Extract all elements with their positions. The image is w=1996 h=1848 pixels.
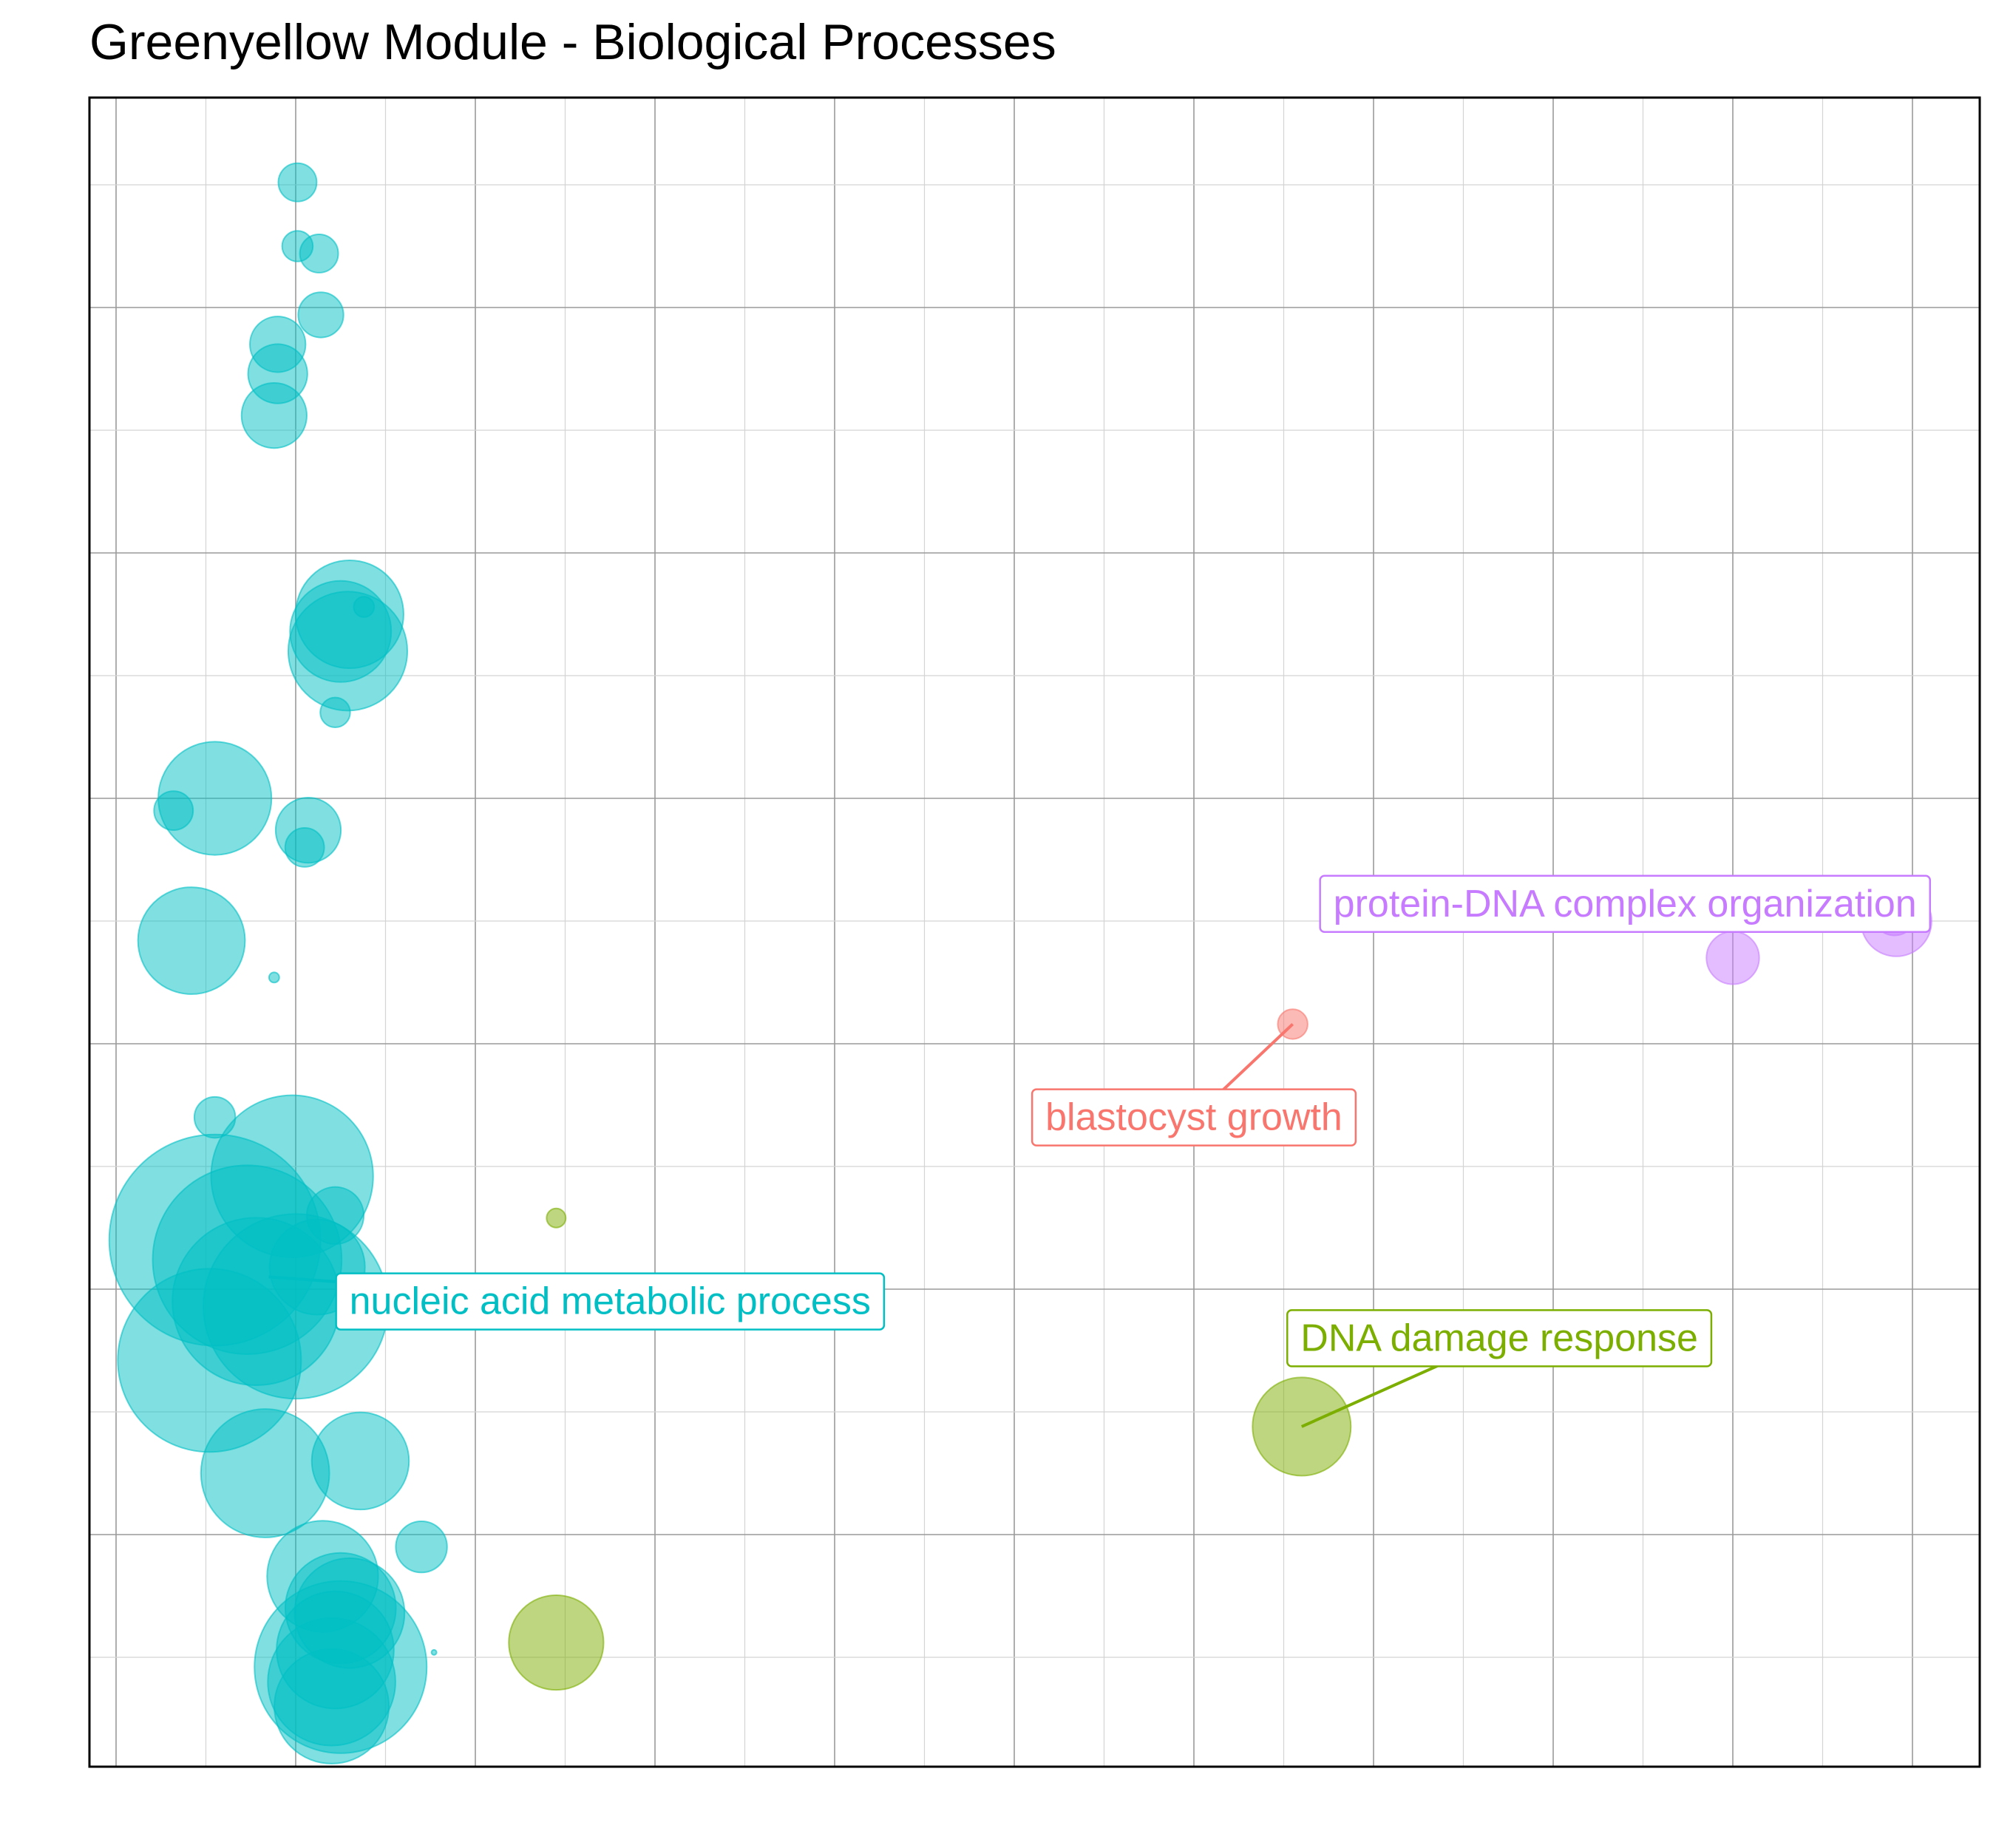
chart-title: Greenyellow Module - Biological Processe…	[89, 14, 1056, 70]
green-bubble-point	[508, 1594, 605, 1691]
cyan-bubble-point	[153, 790, 194, 831]
cyan-bubble-point	[200, 1408, 330, 1538]
green-bubble-point	[1252, 1376, 1352, 1477]
cyan-bubble-point	[137, 886, 246, 995]
cyan-bubble-point	[293, 1557, 406, 1669]
annotation-label-box	[335, 1272, 886, 1331]
annotation-cyan: nucleic acid metabolic process	[268, 1272, 886, 1331]
cyan-bubble-point	[310, 1411, 410, 1511]
annotation-layer: nucleic acid metabolic process DNA damage…	[268, 874, 1931, 1428]
annotation-label: DNA damage response	[1300, 1317, 1698, 1359]
purple-bubble-point	[1705, 931, 1760, 985]
annotation-label-box	[1031, 1088, 1357, 1146]
cyan-bubble-point	[268, 971, 280, 984]
plot-frame	[88, 96, 1981, 1768]
annotation-label: protein-DNA complex organization	[1334, 883, 1917, 925]
annotation-label-box	[1286, 1309, 1713, 1368]
cyan-bubble-point	[277, 162, 318, 203]
cyan-bubble-point	[297, 291, 344, 339]
cyan-bubble-point	[289, 580, 393, 683]
annotation-green: DNA damage response	[1286, 1309, 1713, 1428]
annotation-red: blastocyst growth	[1031, 1022, 1357, 1146]
annotation-label: blastocyst growth	[1045, 1096, 1342, 1139]
annotation-label-box	[1319, 874, 1931, 934]
cyan-bubble-point	[193, 1095, 237, 1139]
cyan-bubble-point	[284, 827, 325, 868]
annotation-purple: protein-DNA complex organization	[1319, 874, 1931, 934]
green-bubble-point	[546, 1207, 567, 1229]
cyan-bubble-point	[353, 596, 376, 618]
cyan-bubble-point	[395, 1520, 448, 1574]
cyan-bubble-point	[305, 1186, 365, 1245]
annotation-label: nucleic acid metabolic process	[350, 1280, 871, 1323]
cyan-bubble-point	[319, 696, 351, 729]
cyan-bubble-point	[281, 230, 314, 262]
cyan-bubble-point	[274, 1648, 390, 1764]
cyan-bubble-point	[430, 1648, 438, 1656]
cyan-bubble-point	[249, 316, 307, 373]
